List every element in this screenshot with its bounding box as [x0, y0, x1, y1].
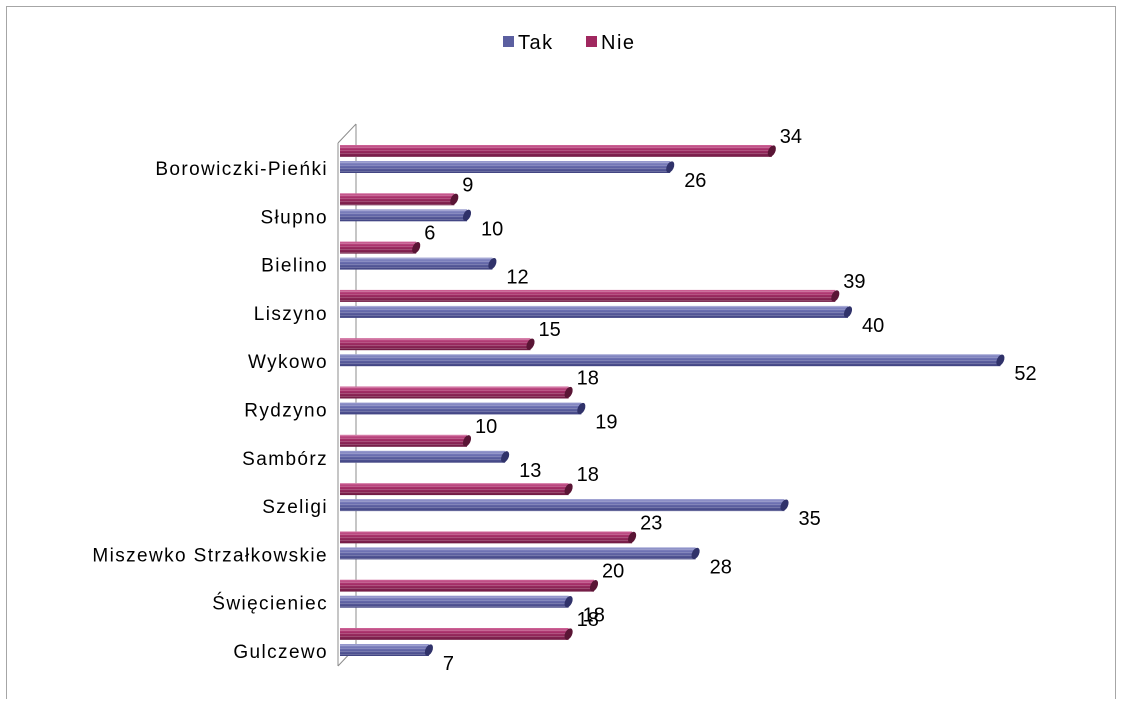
value-label-tak: 7 [443, 653, 454, 675]
bar-nie [340, 531, 637, 544]
value-label-nie: 6 [424, 223, 435, 245]
category-label: Rydzyno [244, 401, 328, 422]
value-label-nie: 34 [780, 126, 802, 148]
bar-nie [340, 193, 459, 206]
bar-tak [340, 499, 789, 512]
bar-tak [340, 547, 700, 560]
value-label-tak: 40 [862, 315, 884, 337]
category-label: Borowiczki-Pieńki [155, 159, 328, 180]
category-labels: Borowiczki-Pieńki Słupno Bielino Liszyno Wyk… [92, 159, 328, 663]
bar-nie [340, 483, 573, 496]
category-label: Szeligi [262, 497, 328, 518]
value-label-nie: 18 [577, 609, 599, 631]
bar-tak [340, 644, 433, 656]
value-label-tak: 18 [583, 605, 605, 627]
bar-tak [340, 257, 497, 270]
bar-nie [340, 338, 535, 351]
category-label: Bielino [261, 256, 328, 277]
value-label-nie: 9 [462, 174, 473, 196]
category-label: Słupno [260, 207, 328, 228]
value-label-nie: 23 [640, 512, 662, 534]
bar-tak [340, 595, 573, 608]
legend: Tak Nie [503, 32, 636, 54]
chart-frame [6, 6, 1116, 699]
value-label-nie: 39 [843, 271, 865, 293]
bar-nie [340, 434, 472, 447]
category-label: Sambórz [242, 449, 328, 470]
bar-tak [340, 450, 510, 463]
value-label-tak: 35 [799, 508, 821, 530]
value-label-nie: 18 [577, 368, 599, 390]
bar-nie [340, 289, 840, 302]
bar-tak [340, 354, 1005, 367]
value-label-tak: 10 [481, 218, 503, 240]
legend-swatch-nie [586, 36, 597, 47]
value-label-tak: 12 [506, 267, 528, 289]
bar-tak [340, 402, 586, 415]
value-label-tak: 28 [710, 556, 732, 578]
bar-nie [340, 241, 421, 254]
value-label-tak: 19 [595, 412, 617, 434]
legend-label-tak: Tak [518, 32, 554, 54]
bar-tak [340, 161, 675, 173]
bar-nie [340, 386, 573, 399]
value-label-nie: 15 [539, 319, 561, 341]
value-label-tak: 26 [684, 170, 706, 192]
value-label-nie: 10 [475, 416, 497, 438]
category-label: Gulczewo [233, 642, 328, 663]
bar-nie [340, 628, 573, 640]
category-label: Wykowo [248, 352, 328, 373]
bar-nie [340, 145, 776, 157]
category-label: Liszyno [254, 304, 328, 325]
category-label: Święcieniec [212, 593, 328, 615]
value-label-tak: 52 [1014, 363, 1036, 385]
bar-tak [340, 209, 472, 222]
value-label-nie: 20 [602, 561, 624, 583]
value-label-tak: 13 [519, 460, 541, 482]
bar-nie [340, 579, 599, 592]
legend-swatch-tak [503, 36, 514, 47]
bars [340, 145, 1005, 656]
value-label-nie: 18 [577, 464, 599, 486]
bar-tak [340, 305, 853, 318]
category-label: Miszewko Strzałkowskie [92, 545, 328, 566]
legend-label-nie: Nie [601, 32, 636, 54]
